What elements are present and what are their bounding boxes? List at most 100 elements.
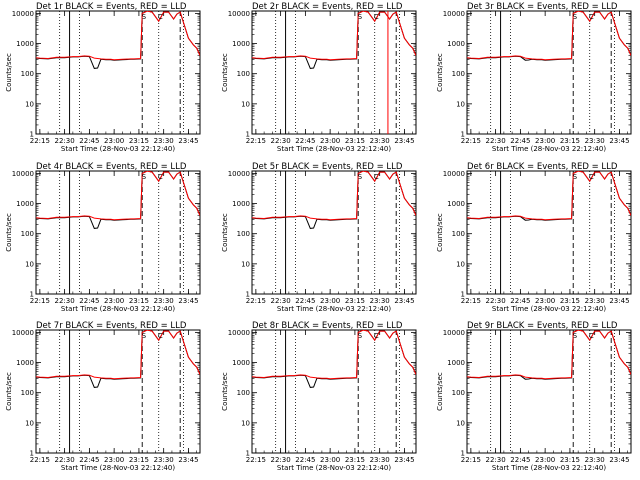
- y-tick-label: 1000: [16, 200, 34, 208]
- y-tick-label: 10000: [443, 10, 465, 18]
- x-tick-label: 22:30: [486, 297, 506, 305]
- y-tick-label: 1: [30, 291, 34, 299]
- y-axis-label: Counts/sec: [5, 372, 13, 411]
- y-tick-label: 1000: [447, 359, 465, 367]
- x-tick-label: 22:30: [271, 297, 291, 305]
- x-tick-label: 23:30: [154, 297, 174, 305]
- x-tick-label: 22:15: [246, 456, 266, 464]
- x-tick-label: 22:45: [295, 137, 315, 145]
- x-tick-label: 23:30: [585, 297, 605, 305]
- x-tick-label: 23:45: [178, 456, 198, 464]
- y-tick-label: 1000: [447, 200, 465, 208]
- marker-label: S: [358, 173, 363, 181]
- x-tick-label: 23:00: [320, 297, 340, 305]
- series-line-events: [467, 171, 631, 221]
- detector-panel: Det 4r BLACK = Events, RED = LLD 1 10 100 10…: [5, 162, 201, 313]
- detector-panel: Det 2r BLACK = Events, RED = LLD 1 10 100 10…: [221, 2, 417, 153]
- x-tick-label: 23:45: [609, 456, 629, 464]
- y-tick-label: 10: [456, 260, 465, 268]
- y-axis-label: Counts/sec: [221, 213, 229, 252]
- x-tick-label: 23:45: [178, 297, 198, 305]
- x-tick-label: 22:45: [510, 456, 530, 464]
- marker-label: C: [374, 332, 379, 340]
- y-tick-label: 10000: [228, 170, 250, 178]
- y-tick-label: 100: [452, 230, 465, 238]
- panel-title: Det 8r BLACK = Events, RED = LLD: [252, 321, 403, 331]
- x-axis-label: Start Time (28-Nov-03 22:12:40): [492, 145, 606, 153]
- y-tick-label: 1000: [232, 40, 250, 48]
- x-axis-label: Start Time (28-Nov-03 22:12:40): [492, 464, 606, 472]
- x-tick-label: 23:00: [104, 137, 124, 145]
- marker-label: C: [589, 332, 594, 340]
- y-tick-label: 10: [241, 100, 250, 108]
- plot-area: [467, 171, 631, 294]
- x-tick-label: 23:00: [320, 456, 340, 464]
- x-tick-label: 23:30: [585, 456, 605, 464]
- x-axis-label: Start Time (28-Nov-03 22:12:40): [277, 145, 391, 153]
- x-tick-label: 23:00: [104, 456, 124, 464]
- series-line-events: [467, 330, 631, 380]
- series-line-events: [467, 11, 631, 61]
- panel-title: Det 2r BLACK = Events, RED = LLD: [252, 2, 403, 12]
- y-axis-label: Counts/sec: [436, 213, 444, 252]
- plot-frame: [251, 10, 417, 135]
- x-tick-label: 22:45: [79, 137, 99, 145]
- plot-area: [36, 11, 200, 134]
- x-tick-label: 23:30: [370, 456, 390, 464]
- y-tick-label: 10: [25, 100, 34, 108]
- y-tick-label: 1: [461, 131, 465, 139]
- series-line-lld: [36, 11, 200, 61]
- plot-area: [36, 171, 200, 294]
- detector-panel: Det 3r BLACK = Events, RED = LLD 1 10 100 10…: [436, 2, 632, 153]
- detector-panel: Det 7r BLACK = Events, RED = LLD 1 10 100 10…: [5, 321, 201, 472]
- x-tick-label: 23:45: [609, 297, 629, 305]
- detector-panel: Det 9r BLACK = Events, RED = LLD 1 10 100 10…: [436, 321, 632, 472]
- y-tick-label: 100: [237, 70, 250, 78]
- y-tick-label: 10: [456, 100, 465, 108]
- y-tick-label: 10: [241, 260, 250, 268]
- y-tick-label: 1000: [232, 359, 250, 367]
- y-tick-label: 10: [25, 419, 34, 427]
- marker-label: S: [573, 332, 578, 340]
- x-tick-label: 22:45: [295, 297, 315, 305]
- y-tick-label: 1: [30, 450, 34, 458]
- marker-label: S: [142, 13, 147, 21]
- y-axis-label: Counts/sec: [221, 53, 229, 92]
- y-axis-label: Counts/sec: [5, 53, 13, 92]
- y-tick-label: 1: [461, 450, 465, 458]
- series-line-lld: [36, 330, 200, 380]
- x-tick-label: 23:15: [129, 456, 149, 464]
- panel-title: Det 6r BLACK = Events, RED = LLD: [467, 162, 618, 172]
- y-tick-label: 10000: [443, 329, 465, 337]
- x-tick-label: 23:15: [129, 297, 149, 305]
- series-line-lld: [467, 171, 631, 221]
- x-tick-label: 23:45: [178, 137, 198, 145]
- marker-label: S: [358, 13, 363, 21]
- x-tick-label: 23:00: [104, 297, 124, 305]
- series-line-lld: [252, 171, 416, 221]
- x-tick-label: 22:15: [30, 137, 50, 145]
- marker-label: C: [374, 13, 379, 21]
- y-tick-label: 100: [21, 389, 34, 397]
- y-tick-label: 100: [237, 389, 250, 397]
- y-tick-label: 100: [21, 230, 34, 238]
- plot-frame: [35, 10, 201, 135]
- x-tick-label: 22:30: [55, 456, 75, 464]
- x-tick-label: 23:45: [394, 297, 414, 305]
- y-tick-label: 10: [25, 260, 34, 268]
- y-tick-label: 1: [461, 291, 465, 299]
- marker-label: S: [358, 332, 363, 340]
- x-tick-label: 22:15: [30, 456, 50, 464]
- panel-title: Det 7r BLACK = Events, RED = LLD: [36, 321, 187, 331]
- series-line-lld: [252, 11, 416, 61]
- plot-area: [467, 330, 631, 453]
- x-tick-label: 23:15: [560, 137, 580, 145]
- y-tick-label: 10000: [12, 329, 34, 337]
- y-tick-label: 100: [21, 70, 34, 78]
- x-tick-label: 23:15: [345, 297, 365, 305]
- y-axis-label: Counts/sec: [221, 372, 229, 411]
- y-tick-label: 1: [246, 131, 250, 139]
- x-tick-label: 23:45: [394, 137, 414, 145]
- plot-frame: [251, 329, 417, 454]
- marker-label: C: [589, 173, 594, 181]
